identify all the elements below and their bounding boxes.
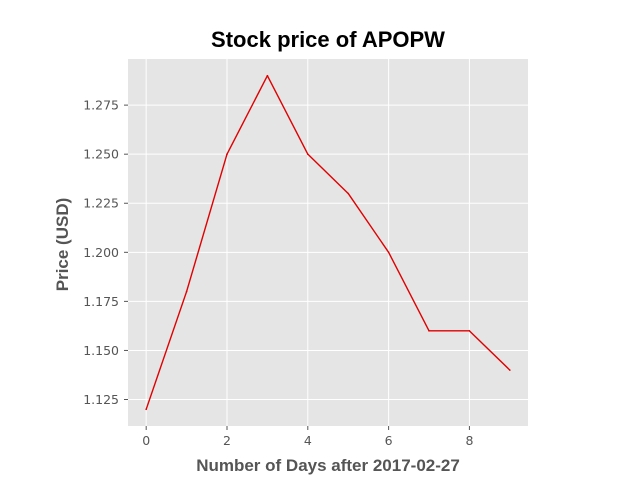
data-point <box>266 74 269 77</box>
x-tick-label: 2 <box>223 433 231 448</box>
y-axis-label: Price (USD) <box>53 198 72 292</box>
data-point <box>226 153 228 155</box>
data-point <box>509 369 511 371</box>
series-line <box>145 74 511 410</box>
data-point <box>347 192 350 195</box>
y-tick-label: 1.125 <box>83 392 119 407</box>
data-point <box>145 408 147 411</box>
data-point <box>428 330 430 332</box>
data-point <box>306 153 309 155</box>
y-tick-label: 1.175 <box>83 294 119 309</box>
data-point <box>185 290 188 293</box>
y-tick-label: 1.150 <box>83 343 119 358</box>
grid <box>128 59 528 426</box>
data-point <box>387 251 390 254</box>
series-layer <box>145 74 511 411</box>
y-tick-label: 1.275 <box>83 98 119 113</box>
x-tick-label: 6 <box>385 433 393 448</box>
x-tick-label: 0 <box>142 433 150 448</box>
x-axis-label: Number of Days after 2017-02-27 <box>196 456 460 475</box>
y-tick-label: 1.200 <box>83 245 119 260</box>
plot-background <box>128 59 528 426</box>
data-point <box>468 330 471 332</box>
y-tick-label: 1.250 <box>83 147 119 162</box>
y-tick-label: 1.225 <box>83 196 119 211</box>
axis-ticks: 0 2 4 6 8 1.125 1.150 1.175 1.200 1.225 1.250 1.275 <box>83 98 473 448</box>
x-tick-label: 8 <box>465 433 473 448</box>
chart-title: Stock price of APOPW <box>211 27 445 52</box>
x-tick-label: 4 <box>304 433 312 448</box>
